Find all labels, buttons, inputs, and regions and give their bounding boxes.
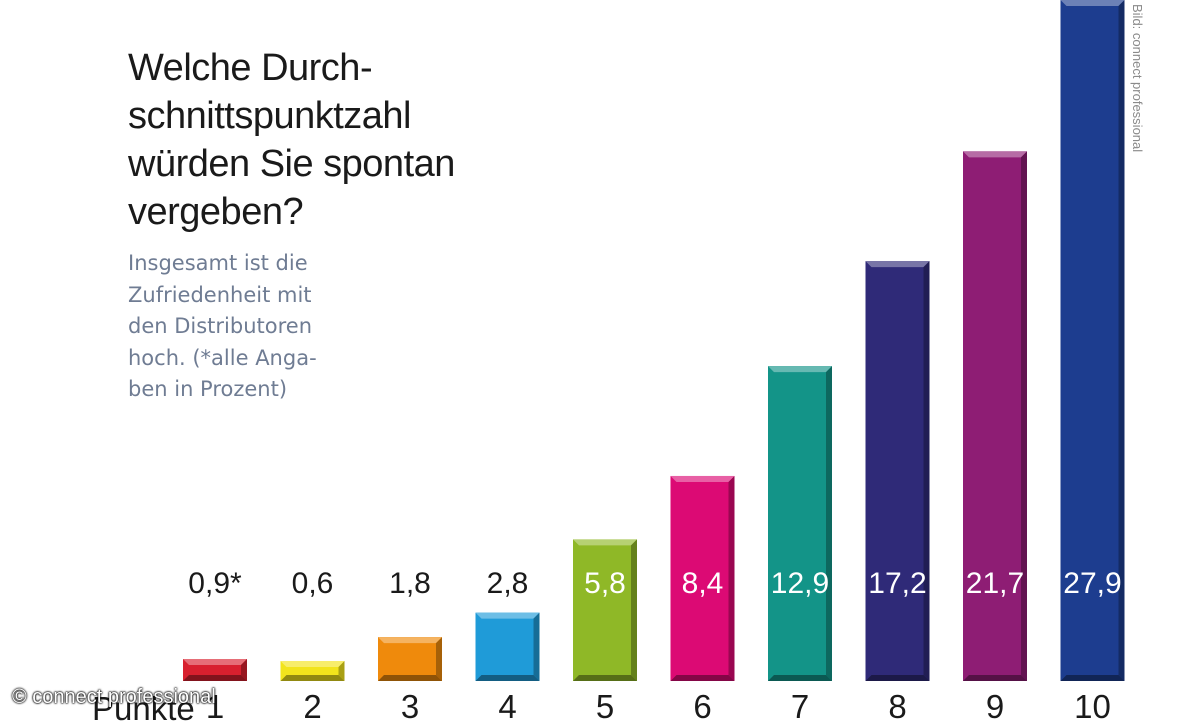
bar-side-bevel xyxy=(1118,0,1125,681)
value-label-2: 0,6 xyxy=(292,567,334,600)
bar-10 xyxy=(1060,0,1125,681)
category-labels-group: 1 2 3 4 5 6 7 8 9 10 xyxy=(206,688,1111,720)
bar-side-bevel xyxy=(338,661,345,681)
bar-bottom-bevel xyxy=(865,675,930,681)
x-tick-label-1: 1 xyxy=(206,688,224,720)
value-label-1: 0,9* xyxy=(188,567,242,600)
bar-side-bevel xyxy=(436,637,442,681)
x-tick-label-9: 9 xyxy=(986,688,1004,720)
chart-title: Welche Durch- schnittspunktzahl würden S… xyxy=(128,44,548,236)
image-credit: Bild: connect professional xyxy=(1130,4,1145,153)
bar-bottom-bevel xyxy=(475,675,540,681)
bar-9 xyxy=(963,151,1027,682)
value-label-5: 5,8 xyxy=(584,567,626,600)
x-tick-label-2: 2 xyxy=(303,688,321,720)
bar-top-bevel xyxy=(768,366,832,373)
bar-bottom-bevel xyxy=(378,675,442,681)
bar-top-bevel xyxy=(183,659,247,666)
value-labels-group: 0,9* 0,6 1,8 2,8 5,8 8,4 12,9 17,2 21,7 27,9 xyxy=(188,567,1121,600)
subtitle-line: ben in Prozent) xyxy=(128,377,288,401)
subtitle-line: hoch. (*alle Anga- xyxy=(128,345,317,370)
bar-side-bevel xyxy=(533,612,540,681)
bar-bottom-bevel xyxy=(670,675,735,681)
bar-side-bevel xyxy=(1021,151,1027,682)
bar-bottom-bevel xyxy=(183,675,247,681)
x-tick-label-5: 5 xyxy=(596,688,614,720)
title-line: Welche Durch- xyxy=(128,47,373,89)
chart-subtitle: Insgesamt ist die Zufriedenheit mit den … xyxy=(128,248,408,406)
value-label-9: 21,7 xyxy=(966,567,1024,600)
value-label-3: 1,8 xyxy=(389,567,431,600)
copyright-watermark: © connect professional xyxy=(12,686,216,708)
bar-bottom-bevel xyxy=(768,675,832,681)
bar-side-bevel xyxy=(631,539,637,681)
bar-4 xyxy=(475,612,540,681)
bar-top-bevel xyxy=(280,661,345,667)
x-tick-label-4: 4 xyxy=(498,688,516,720)
x-tick-label-3: 3 xyxy=(401,688,419,720)
bar-top-bevel xyxy=(475,612,540,619)
value-label-6: 8,4 xyxy=(682,567,724,600)
bar-bottom-bevel xyxy=(573,675,637,681)
bar-bottom-bevel xyxy=(280,675,345,681)
x-tick-label-8: 8 xyxy=(888,688,906,720)
bar-top-bevel xyxy=(378,637,442,644)
x-tick-label-6: 6 xyxy=(693,688,711,720)
bar-top-bevel xyxy=(573,539,637,546)
bar-top-bevel xyxy=(963,151,1027,158)
title-line: schnittspunktzahl xyxy=(128,95,412,137)
value-label-4: 2,8 xyxy=(487,567,529,600)
title-line: würden Sie spontan xyxy=(128,143,455,185)
bar-top-bevel xyxy=(865,261,930,268)
bar-7 xyxy=(768,366,832,681)
bar-top-bevel xyxy=(670,475,735,482)
bars-group xyxy=(183,0,1125,682)
subtitle-line: Insgesamt ist die xyxy=(128,251,308,275)
bar-side-bevel xyxy=(826,366,832,681)
x-tick-label-10: 10 xyxy=(1074,688,1111,720)
bar-side-bevel xyxy=(241,659,247,681)
bar-8 xyxy=(865,261,930,681)
value-label-7: 12,9 xyxy=(771,567,829,600)
bar-3 xyxy=(378,637,442,681)
bar-bottom-bevel xyxy=(963,675,1027,681)
value-label-8: 17,2 xyxy=(868,567,926,600)
bar-side-bevel xyxy=(923,261,930,681)
bar-bottom-bevel xyxy=(1060,675,1125,681)
bar-6 xyxy=(670,475,735,681)
title-line: vergeben? xyxy=(128,191,304,233)
subtitle-line: Zufriedenheit mit xyxy=(128,282,312,307)
bar-side-bevel xyxy=(728,475,735,681)
x-tick-label-7: 7 xyxy=(791,688,809,720)
subtitle-line: den Distributoren xyxy=(128,314,313,338)
bar-top-bevel xyxy=(1060,0,1125,6)
value-label-10: 27,9 xyxy=(1063,567,1121,600)
bar-5 xyxy=(573,539,637,681)
